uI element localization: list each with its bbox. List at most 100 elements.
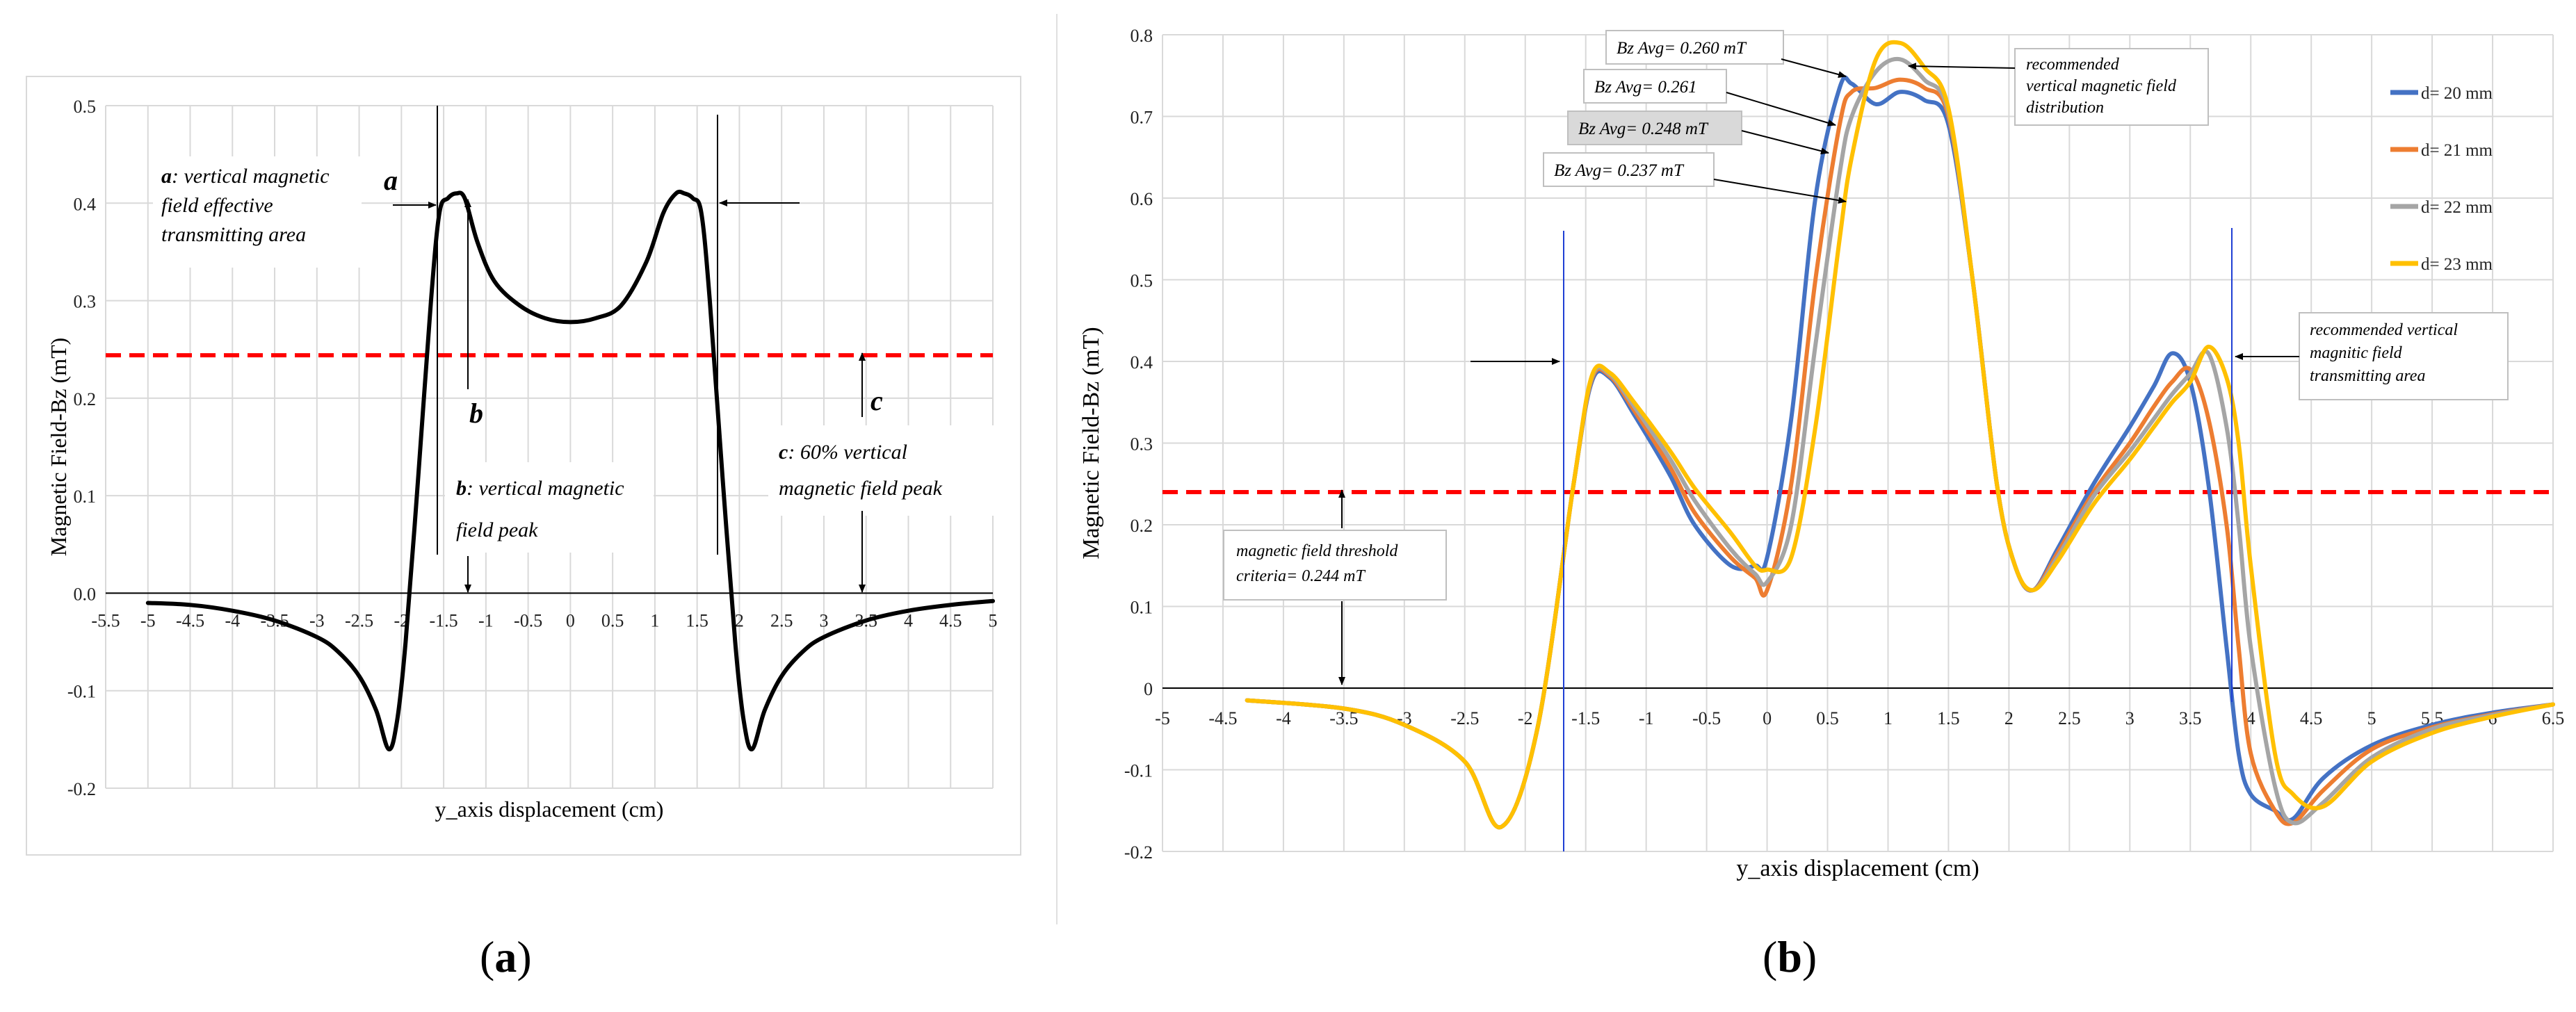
annot-a-line2: field effective bbox=[161, 194, 273, 217]
chart-b-x-tick-label: -2 bbox=[1518, 708, 1533, 728]
panel-label-b: (b) bbox=[1763, 931, 1817, 983]
recarea-box bbox=[2299, 312, 2509, 400]
annot-b-line2: field peak bbox=[456, 519, 538, 541]
annot-b-letter: b bbox=[456, 477, 467, 500]
annot-a-line1: : vertical magnetic bbox=[172, 165, 330, 188]
chart-a-x-tick-label: 5 bbox=[989, 610, 998, 630]
chart-a-y-tick-label: -0.1 bbox=[67, 682, 96, 702]
chart-a-x-tick-label: 2.5 bbox=[770, 610, 793, 630]
chart-b-x-tick-label: -1 bbox=[1639, 708, 1654, 728]
panel-label-a-open: ( bbox=[480, 932, 495, 981]
recdist-line1: recommended bbox=[2026, 56, 2120, 74]
chart-a-x-tick-label: 1 bbox=[650, 610, 659, 630]
chart-a-x-tick-label: 2 bbox=[735, 610, 744, 630]
avg21-arrow bbox=[1726, 92, 1836, 126]
chart-b-y-tick-label: 0.3 bbox=[1131, 434, 1153, 455]
series-line-b-0 bbox=[1245, 75, 2555, 830]
chart-a-y-tick-label: 0.2 bbox=[74, 389, 97, 409]
recarea-text: recommended vertical magnitic field tran… bbox=[2310, 321, 2462, 385]
chart-a-x-tick-label: 1.5 bbox=[686, 610, 708, 630]
recarea-line2: magnitic field bbox=[2310, 344, 2403, 362]
annot-a-letter: a bbox=[161, 165, 172, 188]
chart-b-y-tick-label: 0.1 bbox=[1131, 598, 1153, 618]
chart-a-y-tick-label: 0.0 bbox=[74, 584, 97, 604]
recdist-box bbox=[2014, 48, 2209, 126]
annot-a-marker: a bbox=[384, 165, 398, 196]
annot-c-text: c: 60% vertical magnetic field peak bbox=[779, 441, 943, 500]
chart-b-y-tick-label: -0.2 bbox=[1124, 842, 1153, 863]
chart-b-axes: -5 -4.5 -4 -3.5 -3 -2.5 -2 -1.5 -1 -0.5 0 0.5 1 1.5 2 2… bbox=[1078, 26, 2564, 881]
chart-a-x-axis-label: y_axis displacement (cm) bbox=[435, 797, 664, 822]
annot-c-letter: c bbox=[779, 441, 788, 464]
chart-b-x-tick-label: 2 bbox=[2004, 708, 2014, 728]
chart-a-axes: -5.5 -5 -4.5 -4 -3.5 -3 -2.5 -2 -1.5 -1 -0.5 0 0.5 1 1… bbox=[46, 97, 998, 822]
threshold-line2: criteria= 0.244 mT bbox=[1236, 567, 1366, 585]
avg21-label: Bz Avg= 0.261 bbox=[1594, 78, 1697, 97]
threshold-box bbox=[1223, 530, 1447, 601]
avg20-label: Bz Avg= 0.260 mT bbox=[1617, 39, 1747, 58]
panel-label-a-close: ) bbox=[517, 932, 532, 981]
avg23-arrow bbox=[1713, 179, 1847, 204]
annot-b-marker: b bbox=[469, 398, 483, 429]
recdist-line2: vertical magnetic field bbox=[2026, 77, 2177, 95]
chart-a-x-tick-label: 0.5 bbox=[601, 610, 624, 630]
avg21-box bbox=[1583, 69, 1727, 104]
panel-label-a: (a) bbox=[480, 931, 532, 983]
chart-b-y-tick-label: 0.7 bbox=[1131, 108, 1153, 128]
chart-a-x-tick-label: -3 bbox=[309, 610, 325, 630]
chart-a-y-axis-label: Magnetic Field-Bz (mT) bbox=[46, 338, 71, 557]
series-line-a-0 bbox=[145, 189, 995, 751]
chart-b-series bbox=[1245, 40, 2555, 830]
legend-label: d= 23 mm bbox=[2421, 255, 2493, 274]
recdist-line3: distribution bbox=[2026, 99, 2104, 117]
chart-b-x-tick-label: 3.5 bbox=[2179, 708, 2202, 728]
chart-b-y-tick-label: 0.5 bbox=[1131, 271, 1153, 291]
chart-a-x-tick-label: 3 bbox=[819, 610, 828, 630]
annot-c-line2: magnetic field peak bbox=[779, 477, 943, 500]
chart-a-y-tick-label: 0.1 bbox=[74, 487, 97, 507]
chart-a-x-tick-label: -1.5 bbox=[430, 610, 458, 630]
chart-a-x-tick-label: 4 bbox=[904, 610, 913, 630]
legend-label: d= 22 mm bbox=[2421, 198, 2493, 217]
avg22-label: Bz Avg= 0.248 mT bbox=[1578, 120, 1709, 138]
annot-a-box bbox=[153, 156, 362, 268]
chart-b-x-tick-label: 5 bbox=[2367, 708, 2376, 728]
chart-a-x-tick-label: -0.5 bbox=[514, 610, 542, 630]
chart-b-x-tick-label: -0.5 bbox=[1692, 708, 1721, 728]
chart-a-x-tick-label: 4.5 bbox=[939, 610, 962, 630]
chart-b-x-tick-label: 0 bbox=[1763, 708, 1772, 728]
chart-a-y-tick-label: 0.3 bbox=[74, 292, 97, 312]
recarea-line1: recommended vertical bbox=[2310, 321, 2458, 339]
chart-b-y-tick-label: 0 bbox=[1144, 679, 1153, 699]
chart-b-x-tick-label: 6.5 bbox=[2542, 708, 2565, 728]
chart-b-x-tick-label: -5 bbox=[1155, 708, 1170, 728]
chart-a-x-tick-label: 0 bbox=[566, 610, 575, 630]
chart-b-annotations: Bz Avg= 0.260 mT Bz Avg= 0.261 Bz Avg= 0… bbox=[1223, 30, 2509, 851]
chart-a-x-tick-label: -2.5 bbox=[345, 610, 373, 630]
chart-b-x-tick-label: 2.5 bbox=[2058, 708, 2081, 728]
panel-label-a-letter: a bbox=[494, 932, 517, 981]
chart-b-x-axis-label: y_axis displacement (cm) bbox=[1736, 856, 1979, 881]
chart-b-x-tick-label: 1 bbox=[1884, 708, 1893, 728]
chart-b-y-tick-label: 0.4 bbox=[1131, 352, 1153, 373]
chart-b-x-tick-label: -2.5 bbox=[1450, 708, 1479, 728]
chart-a-annotations: a: vertical magnetic field effective tra… bbox=[153, 106, 1019, 593]
chart-b-y-tick-label: -0.1 bbox=[1124, 761, 1153, 781]
series-line-b-1 bbox=[1245, 77, 2555, 830]
chart-a-y-tick-label: -0.2 bbox=[67, 779, 96, 799]
chart-b-x-tick-label: 4.5 bbox=[2300, 708, 2323, 728]
panel-label-b-letter: b bbox=[1777, 932, 1802, 981]
chart-a-y-tick-label: 0.5 bbox=[74, 97, 97, 117]
annot-a-text: a: vertical magnetic field effective tra… bbox=[161, 165, 334, 246]
avg20-arrow bbox=[1781, 58, 1847, 78]
chart-b-y-tick-label: 0.8 bbox=[1131, 26, 1153, 46]
chart-b-grid bbox=[1162, 34, 2554, 852]
threshold-text: magnetic field threshold criteria= 0.244… bbox=[1236, 542, 1402, 585]
panel-label-b-close: ) bbox=[1801, 932, 1817, 981]
chart-b-x-tick-label: 3 bbox=[2125, 708, 2134, 728]
recdist-text: recommended vertical magnetic field dist… bbox=[2026, 56, 2180, 117]
chart-b-y-tick-label: 0.6 bbox=[1131, 189, 1153, 209]
chart-b-x-tick-label: -4.5 bbox=[1208, 708, 1237, 728]
chart-b-y-axis-label: Magnetic Field-Bz (mT) bbox=[1078, 327, 1104, 559]
